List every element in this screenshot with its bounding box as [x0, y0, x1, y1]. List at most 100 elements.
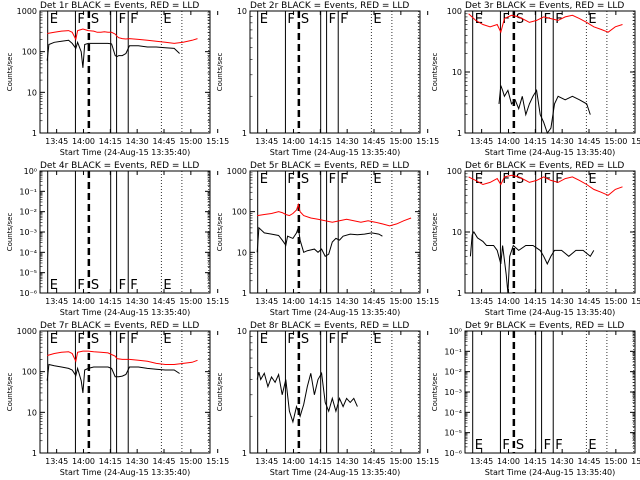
x-tick-label: 15:00 [389, 137, 412, 146]
x-tick-label: 14:45 [577, 137, 600, 146]
event-label: E [588, 438, 596, 453]
x-tick-label: 14:45 [577, 457, 600, 466]
x-axis-label: Start Time (24-Aug-15 13:35:40) [270, 308, 401, 317]
y-tick-label: 1 [242, 129, 247, 138]
x-tick-label: 15:00 [604, 297, 627, 306]
y-axis-label: Counts/sec [431, 373, 439, 412]
event-label: S [301, 12, 309, 27]
event-label: F [287, 172, 294, 187]
y-tick-label: 10⁻¹ [19, 187, 37, 196]
x-tick-label: 14:15 [309, 297, 332, 306]
event-label: E [50, 12, 58, 27]
event-label: E [475, 172, 483, 187]
event-label: E [50, 278, 58, 293]
event-label: S [516, 172, 524, 187]
x-tick-label: 14:30 [336, 297, 359, 306]
x-tick-label: 15:00 [179, 137, 202, 146]
series-events-line [256, 371, 358, 424]
x-tick-label: 15:15 [416, 137, 439, 146]
x-tick-label: 13:45 [255, 297, 278, 306]
event-label: F [77, 332, 84, 347]
series-lld-line [47, 350, 198, 365]
x-axis-label: Start Time (24-Aug-15 13:35:40) [270, 468, 401, 477]
x-tick-label: 14:15 [99, 137, 122, 146]
event-label: F [130, 332, 137, 347]
y-tick-label: 10⁻³ [444, 388, 462, 397]
event-label: E [260, 172, 268, 187]
y-tick-label: 1000 [17, 327, 37, 336]
event-label: F [77, 12, 84, 27]
series-events-line [469, 231, 595, 294]
x-tick-label: 13:45 [45, 297, 68, 306]
x-axis-label: Start Time (24-Aug-15 13:35:40) [485, 308, 616, 317]
x-tick-label: 14:45 [362, 137, 385, 146]
x-tick-label: 14:15 [99, 457, 122, 466]
y-tick-label: 10⁰ [24, 167, 37, 176]
event-label: S [516, 438, 524, 453]
x-axis-label: Start Time (24-Aug-15 13:35:40) [485, 468, 616, 477]
x-tick-label: 15:15 [206, 457, 229, 466]
event-label: E [475, 12, 483, 27]
event-label: S [301, 172, 309, 187]
event-label: E [163, 278, 171, 293]
x-tick-label: 15:15 [631, 137, 640, 146]
event-label: F [340, 172, 347, 187]
x-tick-label: 13:45 [45, 457, 68, 466]
x-tick-label: 14:00 [282, 137, 305, 146]
x-tick-label: 14:30 [336, 137, 359, 146]
series-lld-line [468, 174, 623, 196]
event-label: F [502, 12, 509, 27]
x-tick-label: 14:00 [72, 457, 95, 466]
plot-frame [39, 330, 211, 454]
panel-title: Det 2r BLACK = Events, RED = LLD [250, 1, 409, 11]
panel-title: Det 3r BLACK = Events, RED = LLD [465, 1, 624, 11]
y-tick-label: 10 [237, 327, 247, 336]
event-label: E [373, 12, 381, 27]
panel-det-3: Det 3r BLACK = Events, RED = LLD Counts/s… [431, 1, 640, 157]
x-tick-label: 13:45 [255, 137, 278, 146]
event-label: F [502, 172, 509, 187]
panel-title: Det 8r BLACK = Events, RED = LLD [250, 321, 409, 331]
event-label: S [301, 332, 309, 347]
y-tick-label: 10 [452, 68, 462, 77]
x-tick-label: 14:45 [362, 297, 385, 306]
y-tick-label: 100 [447, 167, 462, 176]
panel-det-4: Det 4r BLACK = Events, RED = LLD Counts/s… [6, 161, 229, 317]
y-tick-label: 100 [22, 48, 37, 57]
series-lld-line [257, 202, 412, 227]
y-tick-label: 1 [32, 129, 37, 138]
event-label: F [544, 12, 551, 27]
event-label: F [287, 332, 294, 347]
y-axis-label: Counts/sec [216, 53, 224, 92]
x-axis-label: Start Time (24-Aug-15 13:35:40) [60, 148, 191, 157]
x-tick-label: 14:15 [524, 137, 547, 146]
x-tick-label: 14:45 [152, 137, 175, 146]
x-tick-label: 14:00 [497, 137, 520, 146]
event-label: S [516, 12, 524, 27]
y-tick-label: 1 [242, 289, 247, 298]
x-tick-label: 14:00 [282, 297, 305, 306]
x-tick-label: 15:15 [416, 457, 439, 466]
y-axis-label: Counts/sec [6, 213, 14, 252]
event-label: E [163, 332, 171, 347]
event-label: E [260, 332, 268, 347]
plot-frame [464, 170, 636, 294]
event-label: F [555, 438, 562, 453]
x-tick-label: 14:00 [282, 457, 305, 466]
event-label: F [119, 332, 126, 347]
y-tick-label: 10⁻³ [19, 228, 37, 237]
panel-det-2: Det 2r BLACK = Events, RED = LLD Counts/s… [216, 1, 439, 157]
y-tick-label: 10⁻⁴ [444, 408, 462, 417]
y-axis-label: Counts/sec [216, 373, 224, 412]
panel-title: Det 5r BLACK = Events, RED = LLD [250, 161, 409, 171]
y-axis-label: Counts/sec [216, 213, 224, 252]
plot-frame [464, 10, 636, 134]
event-label: S [91, 332, 99, 347]
y-tick-label: 1 [457, 289, 462, 298]
event-label: E [260, 12, 268, 27]
event-label: F [130, 12, 137, 27]
x-axis-label: Start Time (24-Aug-15 13:35:40) [485, 148, 616, 157]
event-label: S [91, 12, 99, 27]
x-tick-label: 14:45 [152, 297, 175, 306]
